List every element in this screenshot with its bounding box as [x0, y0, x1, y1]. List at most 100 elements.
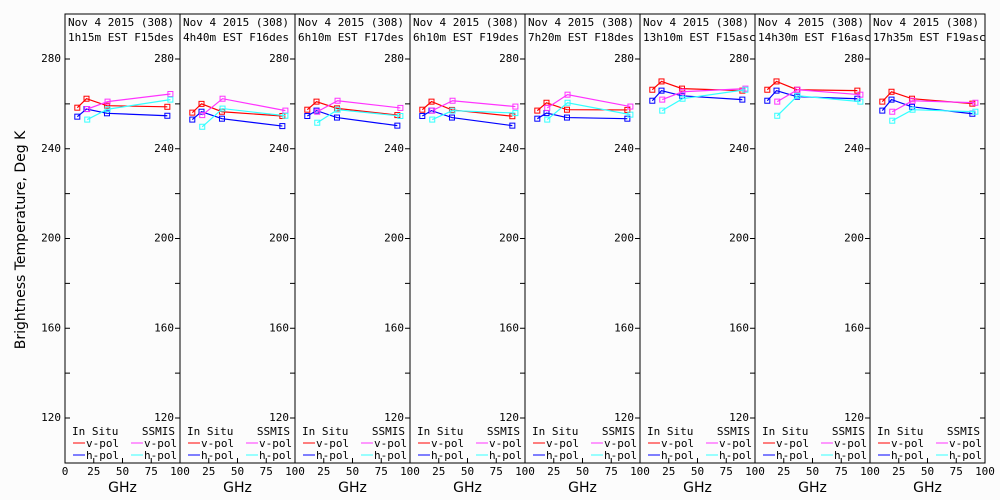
data-point-insitu-v: [969, 100, 976, 107]
data-point-insitu-v: [509, 113, 516, 120]
legend-label-ssmis-v: v-pol: [719, 437, 752, 450]
y-tick-label: 240: [614, 142, 634, 155]
panel-title-time: 6h10m EST F19des: [413, 31, 519, 44]
legend-ssmis-title: SSMIS: [487, 425, 520, 438]
panel-title-time: 13h10m EST F15asc: [643, 31, 756, 44]
y-tick-label: 280: [269, 52, 289, 65]
data-point-insitu-v: [198, 100, 205, 107]
y-tick-label: 200: [614, 232, 634, 245]
data-point-ssmis-h: [627, 111, 634, 118]
data-point-ssmis-h: [794, 92, 801, 99]
legend-ssmis-title: SSMIS: [832, 425, 865, 438]
x-tick-label: 50: [691, 465, 704, 478]
data-point-insitu-v: [419, 106, 426, 113]
legend-insitu-title: In Situ: [417, 425, 463, 438]
series-line-insitu-h: [422, 109, 513, 127]
x-tick-label: 25: [892, 465, 905, 478]
y-tick-label: 240: [41, 142, 61, 155]
panel-title-date: Nov 4 2015 (308): [298, 16, 404, 29]
y-tick-label: 280: [729, 52, 749, 65]
data-point-insitu-h: [534, 115, 541, 122]
legend-label-insitu-h: h-pol: [661, 449, 694, 462]
y-tick-label: 280: [844, 52, 864, 65]
x-tick-label: 25: [662, 465, 675, 478]
x-axis-label: GHz: [568, 480, 597, 496]
y-tick-label: 160: [729, 321, 749, 334]
y-tick-label: 120: [614, 411, 634, 424]
data-point-ssmis-h: [199, 123, 206, 130]
x-tick-label: 25: [202, 465, 215, 478]
panel-title-time: 1h15m EST F15des: [68, 31, 174, 44]
x-tick-label: 75: [950, 465, 963, 478]
data-point-insitu-h: [198, 108, 205, 115]
series-line-ssmis-v: [201, 98, 286, 116]
data-point-ssmis-h: [564, 99, 571, 106]
data-point-ssmis-v: [627, 103, 634, 110]
data-point-insitu-v: [313, 98, 320, 105]
series-line-ssmis-h: [891, 109, 976, 122]
legend-insitu-title: In Situ: [647, 425, 693, 438]
y-tick-label: 200: [384, 232, 404, 245]
x-tick-label: 75: [260, 465, 273, 478]
data-point-insitu-v: [103, 102, 110, 109]
x-axis-label: GHz: [108, 480, 137, 496]
data-point-ssmis-v: [889, 108, 896, 115]
data-point-ssmis-h: [282, 112, 289, 119]
data-point-ssmis-v: [314, 108, 321, 115]
y-tick-label: 120: [269, 411, 289, 424]
panel-title-date: Nov 4 2015 (308): [873, 16, 979, 29]
y-tick-label: 120: [499, 411, 519, 424]
panel-frame: [869, 13, 986, 464]
series-line-insitu-v: [536, 102, 628, 112]
data-point-ssmis-v: [429, 107, 436, 114]
data-point-ssmis-v: [659, 96, 666, 103]
data-point-insitu-v: [879, 98, 886, 105]
series-line-ssmis-v: [662, 88, 746, 101]
legend-label-insitu-v: v-pol: [661, 437, 694, 450]
x-tick-label: 75: [720, 465, 733, 478]
series-line-ssmis-v: [546, 94, 631, 109]
series-line-ssmis-h: [546, 102, 631, 121]
x-axis-label: GHz: [453, 480, 482, 496]
data-point-insitu-v: [764, 86, 771, 93]
data-point-ssmis-v: [84, 106, 91, 113]
data-point-insitu-v: [888, 88, 895, 95]
x-tick-label: 50: [461, 465, 474, 478]
y-tick-label: 160: [154, 321, 174, 334]
x-axis-label: GHz: [913, 480, 942, 496]
series-line-insitu-h: [191, 111, 283, 127]
series-line-insitu-v: [651, 80, 743, 92]
x-tick-label: 100: [170, 465, 190, 478]
legend-label-insitu-h: h-pol: [86, 449, 119, 462]
legend-label-ssmis-v: v-pol: [834, 437, 867, 450]
series-line-ssmis-h: [432, 110, 516, 121]
y-tick-label: 120: [41, 411, 61, 424]
y-tick-label: 160: [269, 321, 289, 334]
legend-label-ssmis-v: v-pol: [374, 437, 407, 450]
data-point-insitu-h: [164, 112, 171, 119]
x-tick-label: 50: [576, 465, 589, 478]
legend-insitu-title: In Situ: [877, 425, 923, 438]
legend-label-insitu-v: v-pol: [431, 437, 464, 450]
x-tick-label: 25: [87, 465, 100, 478]
data-point-ssmis-v: [219, 95, 226, 102]
y-tick-label: 280: [41, 52, 61, 65]
y-tick-label: 120: [844, 411, 864, 424]
series-line-ssmis-v: [891, 100, 976, 113]
data-point-ssmis-v: [334, 97, 341, 104]
data-point-insitu-h: [189, 116, 196, 123]
legend-label-insitu-h: h-pol: [891, 449, 924, 462]
x-tick-label: 50: [231, 465, 244, 478]
y-tick-label: 160: [844, 321, 864, 334]
legend-label-ssmis-v: v-pol: [144, 437, 177, 450]
legend-label-ssmis-h: h-pol: [374, 449, 407, 462]
data-point-insitu-v: [189, 109, 196, 116]
x-tick-label: 50: [806, 465, 819, 478]
legend-ssmis-title: SSMIS: [947, 425, 980, 438]
data-point-insitu-v: [854, 87, 861, 94]
series-line-ssmis-h: [661, 89, 746, 112]
y-tick-label: 240: [154, 142, 174, 155]
x-tick-label: 25: [432, 465, 445, 478]
x-tick-label: 100: [400, 465, 420, 478]
